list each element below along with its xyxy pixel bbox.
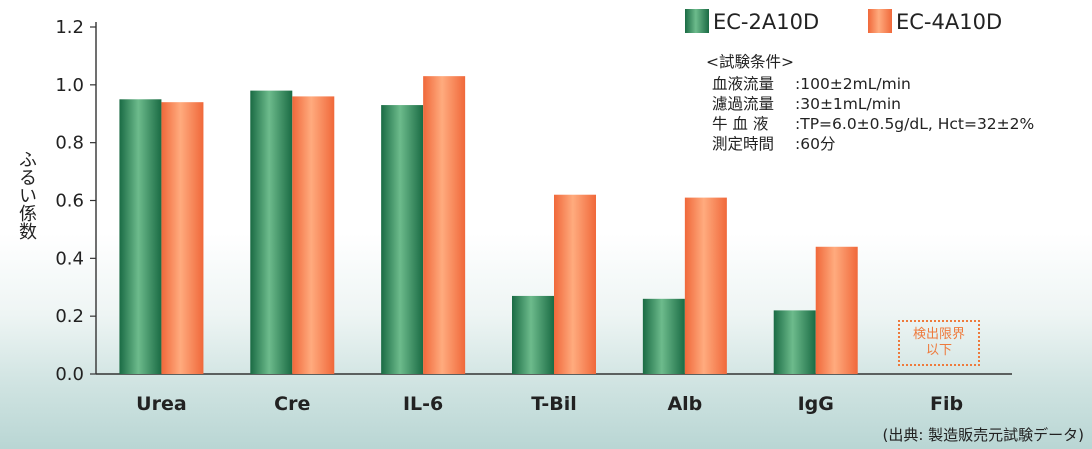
condition-label: 血液流量 (712, 75, 774, 93)
y-tick-label: 0.8 (55, 133, 84, 154)
y-tick-label: 1.2 (55, 17, 84, 38)
condition-label: 牛 血 液 (712, 115, 768, 133)
legend: EC-2A10D EC-4A10D (685, 9, 1002, 34)
condition-value: :30±1mL/min (795, 95, 901, 113)
y-tick-label: 1.0 (55, 75, 84, 96)
condition-value: :TP=6.0±0.5g/dL, Hct=32±2% (795, 115, 1034, 133)
bar-EC-4A10D-T-Bil (554, 194, 596, 374)
bar-EC-4A10D-Cre (292, 96, 335, 375)
bars (119, 76, 858, 375)
source-note: (出典: 製造販売元試験データ) (882, 426, 1084, 444)
condition-label: 濾過流量 (712, 95, 774, 113)
x-tick-label: Fib (930, 393, 963, 415)
bar-EC-2A10D-T-Bil (512, 295, 554, 374)
legend-swatch (868, 9, 892, 33)
condition-value: :100±2mL/min (795, 75, 911, 93)
y-tick-label: 0.0 (55, 364, 84, 385)
x-tick-label: Cre (274, 393, 310, 415)
y-tick-label: 0.4 (55, 248, 84, 269)
condition-label: 測定時間 (712, 135, 774, 153)
x-tick-label: Urea (136, 393, 187, 415)
x-tick-label: Alb (667, 393, 702, 415)
condition-value: :60分 (795, 135, 835, 153)
y-axis-label: ふるい係数 (16, 150, 37, 240)
bar-EC-2A10D-IgG (773, 310, 816, 374)
bar-EC-2A10D-Cre (250, 90, 293, 374)
legend-label: EC-4A10D (896, 10, 1002, 34)
bar-EC-2A10D-Alb (642, 298, 685, 374)
x-tick-label: IL-6 (403, 393, 443, 415)
bar-EC-4A10D-Urea (161, 102, 204, 374)
bar-EC-4A10D-Alb (684, 197, 727, 374)
x-tick-labels: Urea Cre IL-6 T-Bil Alb IgG Fib (136, 393, 963, 415)
legend-label: EC-2A10D (713, 10, 819, 34)
bar-EC-2A10D-Urea (119, 99, 162, 375)
legend-swatch (685, 9, 709, 33)
bar-EC-4A10D-IgG (815, 246, 858, 374)
x-tick-label: T-Bil (531, 393, 577, 415)
y-tick-label: 0.2 (55, 306, 84, 327)
conditions-title: <試験条件> (706, 53, 794, 71)
axes: 0.0 0.2 0.4 0.6 0.8 1.0 1.2 (55, 17, 1012, 385)
test-conditions: <試験条件> 血液流量 :100±2mL/min 濾過流量 :30±1mL/min 牛 血… (706, 53, 1034, 153)
below-detection-limit-note: 検出限界 以下 (898, 320, 980, 366)
y-tick-label: 0.6 (55, 191, 84, 212)
bar-EC-4A10D-IL-6 (423, 76, 466, 375)
bar-EC-2A10D-IL-6 (381, 105, 424, 374)
x-tick-label: IgG (798, 393, 834, 415)
